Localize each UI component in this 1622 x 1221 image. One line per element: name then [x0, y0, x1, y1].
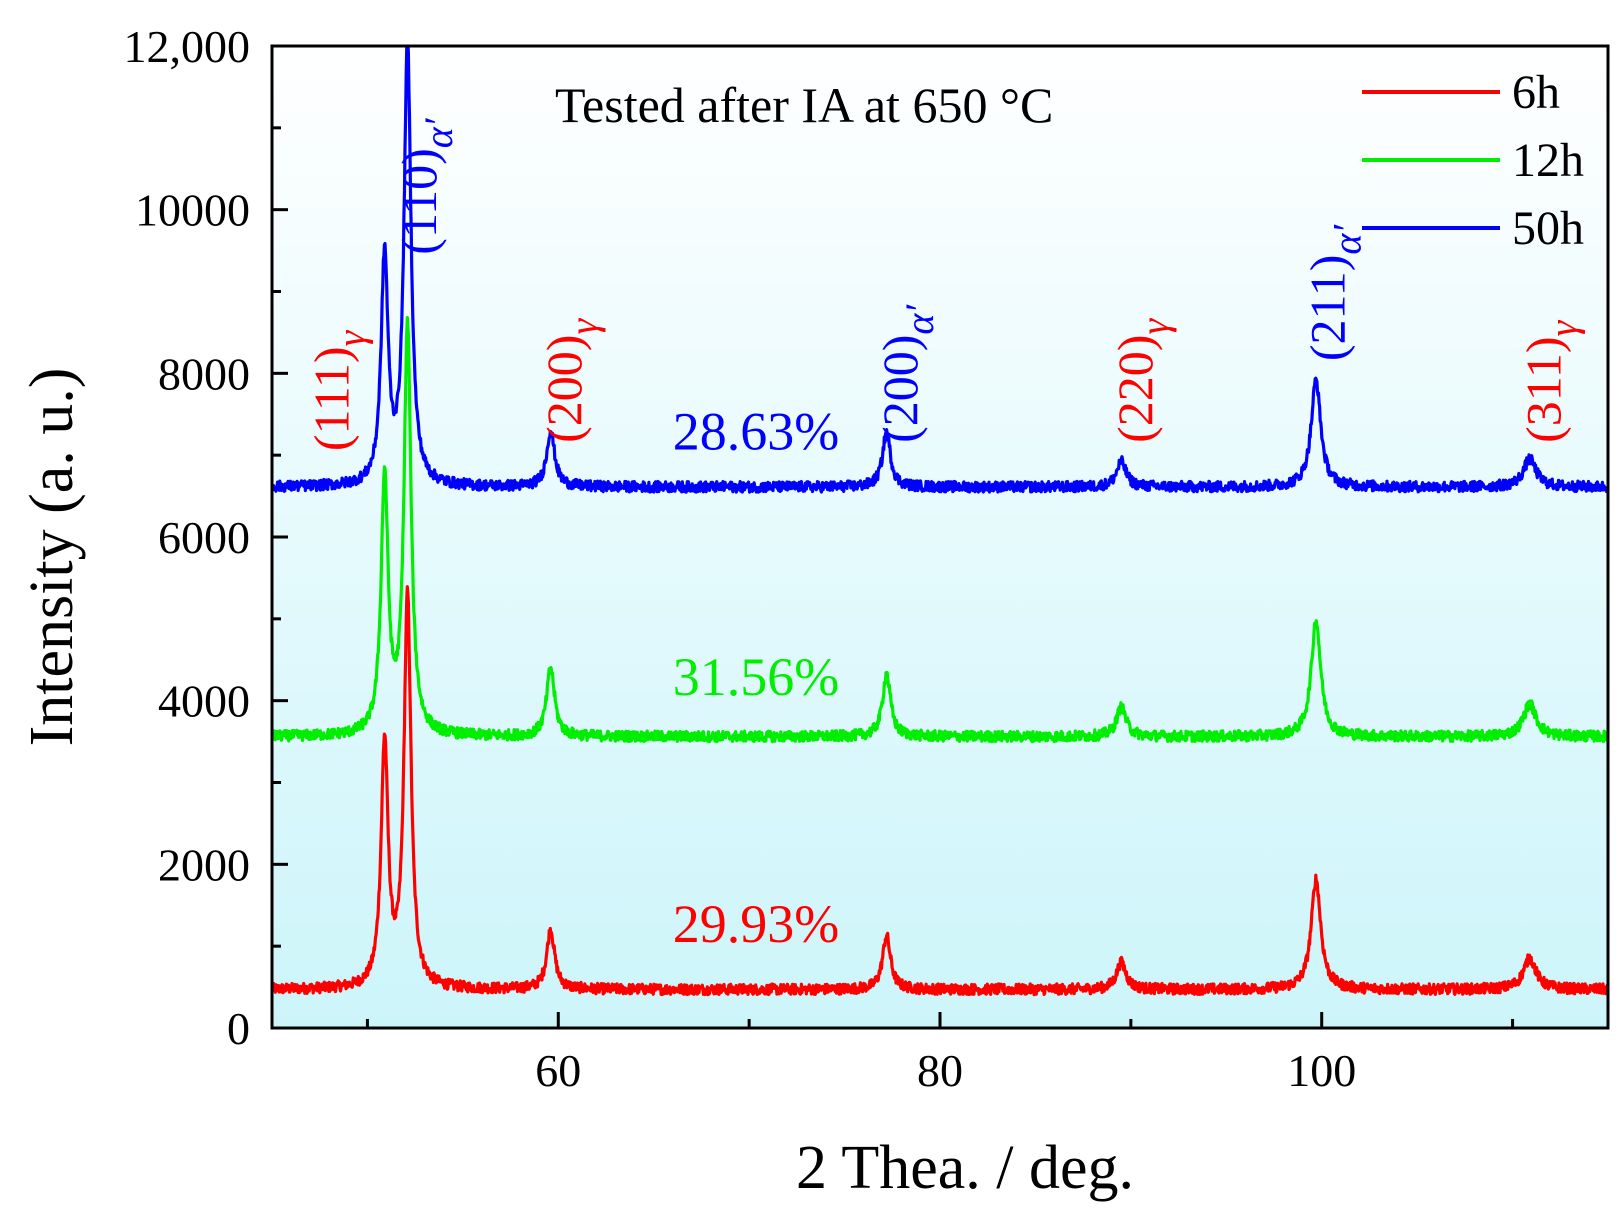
x-axis-title: 2 Thea. / deg. [796, 1134, 1134, 1202]
peak-label-phase: γ [1540, 319, 1585, 336]
peak-label-index: (111) [303, 347, 359, 452]
peak-label-phase: γ [1132, 318, 1177, 335]
x-tick-label: 100 [1287, 1045, 1356, 1096]
peak-label: (111)γ [303, 330, 373, 452]
peak-label-phase: γ [328, 330, 373, 347]
peak-label-phase: γ [561, 318, 606, 335]
legend-label-50h: 50h [1512, 202, 1584, 255]
peak-label-index: (211) [1300, 255, 1356, 361]
series-layer [272, 46, 1608, 997]
peak-label-index: (200) [872, 335, 928, 443]
ticks-layer: 0 2000 4000 6000 8000 10000 12,000 60 80 100 [124, 21, 1515, 1096]
x-tick-label: 80 [917, 1045, 963, 1096]
svg-text:(110)α′: (110)α′ [391, 117, 461, 254]
x-tick-label: 60 [535, 1045, 581, 1096]
legend-label-6h: 6h [1512, 66, 1560, 119]
peak-label-index: (220) [1107, 335, 1163, 443]
series-50h-line [272, 46, 1608, 494]
peak-label-index: (311) [1515, 336, 1571, 442]
y-tick-label: 4000 [158, 676, 250, 727]
y-tick-label: 6000 [158, 512, 250, 563]
series-12h-percentage: 31.56% [673, 647, 839, 707]
svg-text:(200)γ: (200)γ [536, 318, 606, 443]
peak-labels-layer: (111)γ(110)α′(200)γ(200)α′(220)γ (211)α′(… [303, 117, 1585, 954]
series-12h-line [272, 316, 1608, 744]
y-tick-label: 8000 [158, 348, 250, 399]
y-tick-label: 12,000 [124, 21, 251, 72]
y-axis-title: Intensity (a. u.) [18, 368, 86, 747]
peak-label: (200)α′ [872, 304, 942, 443]
series-50h-percentage: 28.63% [673, 401, 839, 461]
peak-label: (311)γ [1515, 319, 1585, 442]
series-6h-percentage: 29.93% [673, 894, 839, 954]
peak-label-phase: α′ [897, 304, 942, 335]
legend-label-12h: 12h [1512, 134, 1584, 187]
plot-background [272, 46, 1608, 1028]
peak-label: (200)γ [536, 318, 606, 443]
y-tick-label: 10000 [135, 185, 250, 236]
peak-label: (110)α′ [391, 117, 461, 254]
svg-text:(311)γ: (311)γ [1515, 319, 1585, 442]
peak-label-phase: α′ [416, 117, 461, 148]
y-tick-label: 0 [227, 1003, 250, 1054]
svg-text:(111)γ: (111)γ [303, 330, 373, 452]
peak-label-index: (200) [536, 335, 592, 443]
peak-label-index: (110) [391, 148, 447, 254]
peak-label: (220)γ [1107, 318, 1177, 443]
series-6h-line [272, 585, 1608, 997]
chart-annotation: Tested after IA at 650 °C [555, 77, 1053, 133]
legend: 6h 12h 50h [1362, 66, 1584, 255]
svg-text:(200)α′: (200)α′ [872, 304, 942, 443]
svg-text:(220)γ: (220)γ [1107, 318, 1177, 443]
y-tick-label: 2000 [158, 839, 250, 890]
